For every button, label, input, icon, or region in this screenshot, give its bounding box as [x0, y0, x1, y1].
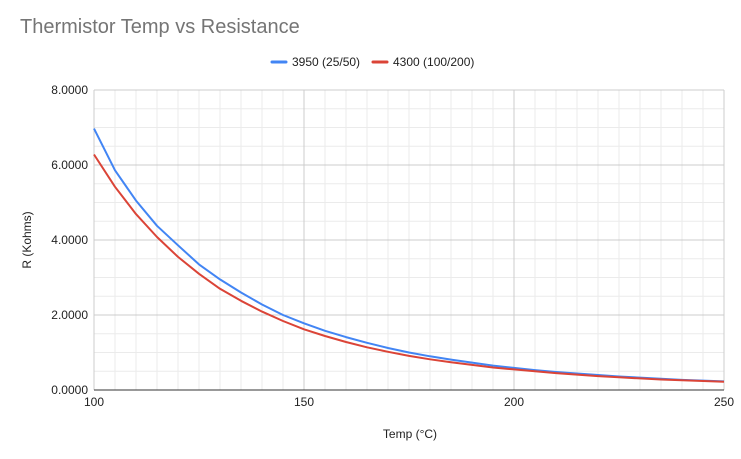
x-tick-label: 200	[504, 395, 524, 409]
legend-label-1: 3950 (25/50)	[292, 55, 360, 69]
legend-label-2: 4300 (100/200)	[393, 55, 474, 69]
y-tick-label: 2.0000	[51, 308, 88, 322]
y-tick-label: 0.0000	[51, 383, 88, 397]
y-tick-label: 4.0000	[51, 233, 88, 247]
x-axis-label: Temp (°C)	[383, 427, 437, 441]
x-tick-label: 150	[294, 395, 314, 409]
y-axis-label: R (Kohms)	[20, 211, 34, 268]
x-tick-label: 250	[714, 395, 734, 409]
y-tick-label: 6.0000	[51, 158, 88, 172]
y-tick-label: 8.0000	[51, 83, 88, 97]
series-line-2	[93, 153, 725, 383]
chart-title: Thermistor Temp vs Resistance	[20, 16, 300, 38]
x-tick-label: 100	[84, 395, 104, 409]
